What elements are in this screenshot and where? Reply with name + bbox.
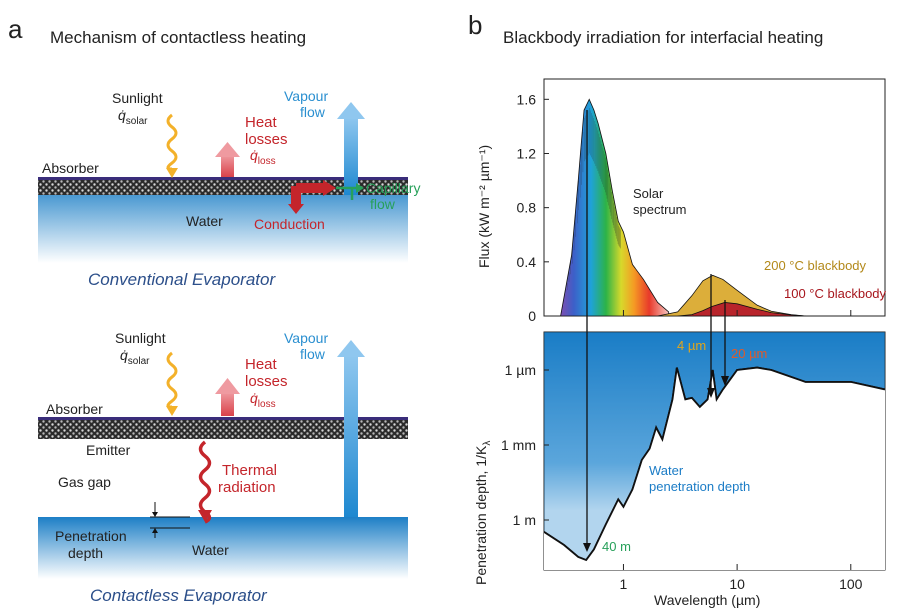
contactless-evaporator: [38, 340, 408, 579]
heat-loss-arrow-bottom: [221, 392, 234, 416]
q-loss-label-bottom: q̇loss: [250, 390, 276, 410]
sunlight-wave-top: [166, 113, 178, 171]
absorber-layer-top: [38, 177, 408, 180]
heat-loss-arrow-top: [221, 155, 234, 177]
losses-label-top: losses: [245, 131, 288, 148]
q-solar-label-bottom: q̇solar: [120, 347, 150, 367]
penetration-series-layer: [544, 332, 885, 570]
flux-tick-label: 0.8: [517, 200, 537, 216]
bb100-area: [677, 302, 806, 316]
penetration-y-ticks: 1 µm 1 mm 1 m: [501, 362, 549, 528]
40m-label: 40 m: [602, 539, 631, 554]
20um-label: 20 µm: [731, 346, 768, 361]
heat-label-bottom: Heat: [245, 356, 277, 373]
water-body-bottom: [38, 517, 408, 579]
radiation-label: radiation: [218, 479, 276, 496]
flux-tick-label: 1.6: [517, 91, 537, 107]
vapour-label-bottom: Vapour: [284, 330, 329, 346]
x-tick-label: 100: [839, 576, 863, 592]
bb200-label: 200 °C blackbody: [764, 258, 867, 273]
sunlight-label-top: Sunlight: [112, 90, 163, 106]
emitter-label: Emitter: [86, 442, 131, 458]
sunlight-wave-bottom: [166, 351, 178, 409]
solar-spectrum-label-2: spectrum: [633, 202, 687, 217]
heat-label-top: Heat: [245, 114, 277, 131]
penetration-label: Penetration: [55, 528, 127, 544]
losses-label-bottom: losses: [245, 373, 288, 390]
conduction-label: Conduction: [254, 216, 325, 232]
flux-tick-label: 1.2: [517, 145, 537, 161]
panel-a-letter: a: [8, 14, 23, 44]
capillary-flow-label: flow: [370, 196, 395, 212]
gas-gap-label: Gas gap: [58, 474, 111, 490]
depth-label: depth: [68, 545, 104, 561]
flux-y-ticks: 1.6 1.2 0.8 0.4 0: [517, 91, 549, 324]
porous-layer-bottom: [38, 420, 408, 439]
q-loss-label-top: q̇loss: [250, 147, 276, 167]
water-pen-label-2: penetration depth: [649, 479, 751, 494]
solar-spectrum-label-1: Solar: [633, 186, 664, 201]
penetration-below-fill: [544, 367, 885, 570]
vapour-flow-arrow-bottom: [344, 355, 358, 517]
x-axis-ticks: 1 10 100: [620, 310, 863, 592]
vapour-label-top: Vapour: [284, 88, 329, 104]
flow-label-top: flow: [300, 104, 325, 120]
contactless-caption: Contactless Evaporator: [90, 586, 267, 605]
panel-a-title: Mechanism of contactless heating: [50, 28, 307, 47]
flux-y-label: Flux (kW m⁻² µm⁻¹): [476, 144, 492, 268]
4um-label: 4 µm: [677, 338, 707, 353]
capillary-flow-arrow: [336, 186, 356, 200]
sunlight-arrowhead-top: [166, 168, 178, 178]
absorber-layer-bottom: [38, 417, 408, 420]
vapour-flow-arrow-top: [344, 117, 358, 195]
panel-b-letter: b: [468, 10, 483, 40]
penetration-shade: [544, 332, 885, 561]
thermal-label: Thermal: [222, 462, 278, 479]
sunlight-label-bottom: Sunlight: [115, 330, 166, 346]
penetration-y-label: Penetration depth, 1/Kλ: [473, 440, 493, 585]
x-tick-label: 10: [729, 576, 745, 592]
q-solar-label-top: q̇solar: [118, 107, 148, 127]
conventional-evaporator: [38, 102, 408, 263]
water-pen-label-1: Water: [649, 463, 684, 478]
absorber-label-bottom: Absorber: [46, 401, 103, 417]
panel-b-title: Blackbody irradiation for interfacial he…: [503, 28, 824, 47]
capillary-label: Capillary: [366, 180, 421, 196]
flux-tick-label: 0.4: [517, 254, 537, 270]
conventional-caption: Conventional Evaporator: [88, 270, 276, 289]
x-axis-label: Wavelength (µm): [654, 592, 761, 608]
pen-tick-label: 1 µm: [505, 362, 536, 378]
penetration-curve-stroke: [544, 366, 885, 562]
pen-tick-label: 1 mm: [501, 437, 536, 453]
flow-label-bottom: flow: [300, 346, 325, 362]
bb100-label: 100 °C blackbody: [784, 286, 887, 301]
water-label-top: Water: [186, 213, 223, 229]
flux-tick-label: 0: [528, 308, 536, 324]
x-tick-label: 1: [620, 576, 628, 592]
water-label-bottom: Water: [192, 542, 229, 558]
absorber-label-top: Absorber: [42, 160, 99, 176]
pen-tick-label: 1 m: [513, 512, 536, 528]
